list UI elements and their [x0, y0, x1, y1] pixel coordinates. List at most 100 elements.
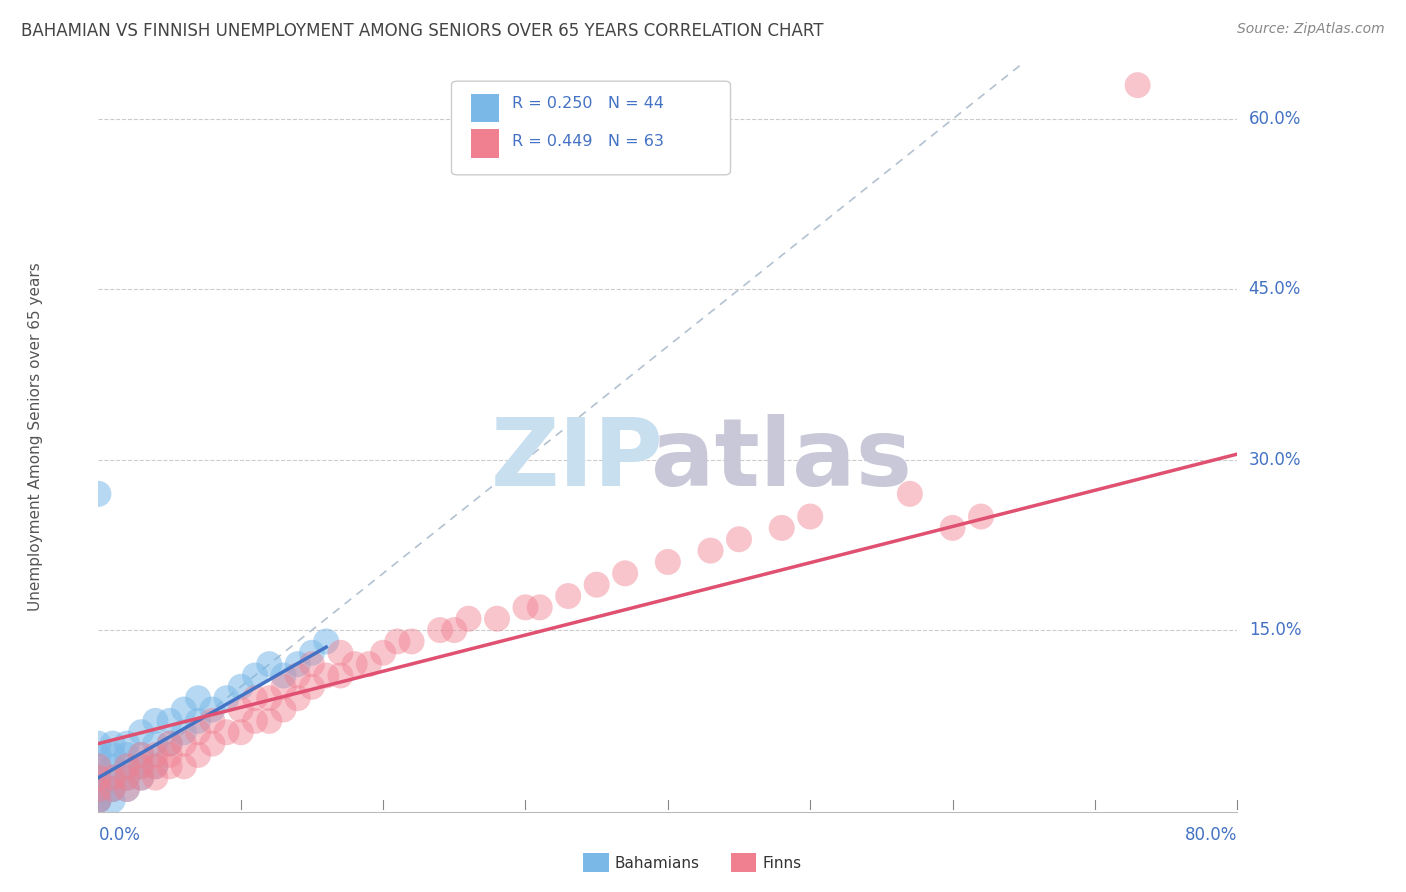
- Point: [273, 702, 295, 716]
- Point: [942, 521, 965, 535]
- Point: [187, 725, 209, 739]
- Point: [87, 771, 110, 785]
- Point: [159, 759, 181, 773]
- Point: [259, 657, 281, 672]
- Text: atlas: atlas: [651, 414, 912, 506]
- Point: [243, 691, 266, 706]
- Point: [657, 555, 679, 569]
- Point: [585, 577, 607, 591]
- Point: [129, 771, 152, 785]
- Point: [87, 793, 110, 807]
- Point: [115, 759, 138, 773]
- Point: [87, 771, 110, 785]
- Point: [129, 759, 152, 773]
- Point: [115, 747, 138, 762]
- Point: [343, 657, 366, 672]
- Point: [301, 657, 323, 672]
- Point: [229, 702, 252, 716]
- Point: [515, 600, 537, 615]
- Text: 60.0%: 60.0%: [1249, 111, 1301, 128]
- Point: [486, 612, 509, 626]
- Point: [173, 702, 195, 716]
- Point: [329, 668, 352, 682]
- Point: [243, 668, 266, 682]
- Point: [529, 600, 551, 615]
- Point: [115, 771, 138, 785]
- Point: [87, 747, 110, 762]
- Text: 45.0%: 45.0%: [1249, 280, 1301, 299]
- Point: [145, 737, 167, 751]
- Point: [173, 737, 195, 751]
- Point: [87, 771, 110, 785]
- Point: [259, 714, 281, 728]
- Point: [101, 793, 124, 807]
- Point: [115, 782, 138, 797]
- Point: [970, 509, 993, 524]
- Point: [229, 725, 252, 739]
- Point: [145, 771, 167, 785]
- Point: [201, 702, 224, 716]
- Point: [898, 487, 921, 501]
- Point: [187, 714, 209, 728]
- Text: 15.0%: 15.0%: [1249, 621, 1301, 639]
- Text: R = 0.449   N = 63: R = 0.449 N = 63: [512, 134, 664, 149]
- Point: [101, 782, 124, 797]
- Point: [87, 759, 110, 773]
- Text: Finns: Finns: [762, 856, 801, 871]
- Point: [287, 691, 309, 706]
- Point: [273, 680, 295, 694]
- Point: [129, 747, 152, 762]
- Point: [373, 646, 395, 660]
- FancyBboxPatch shape: [471, 129, 499, 158]
- Point: [301, 646, 323, 660]
- Point: [115, 771, 138, 785]
- Point: [115, 737, 138, 751]
- Point: [145, 759, 167, 773]
- Point: [87, 487, 110, 501]
- Point: [101, 782, 124, 797]
- Point: [129, 759, 152, 773]
- Point: [770, 521, 793, 535]
- Point: [229, 680, 252, 694]
- Text: 30.0%: 30.0%: [1249, 450, 1301, 469]
- Point: [201, 737, 224, 751]
- Point: [259, 691, 281, 706]
- Text: R = 0.250   N = 44: R = 0.250 N = 44: [512, 96, 664, 112]
- Point: [101, 759, 124, 773]
- Text: 0.0%: 0.0%: [98, 826, 141, 844]
- Point: [699, 543, 721, 558]
- Point: [101, 782, 124, 797]
- Point: [87, 793, 110, 807]
- Point: [101, 771, 124, 785]
- Point: [557, 589, 579, 603]
- Point: [799, 509, 821, 524]
- Point: [87, 737, 110, 751]
- Point: [129, 725, 152, 739]
- Point: [115, 782, 138, 797]
- Point: [173, 759, 195, 773]
- Point: [101, 737, 124, 751]
- Point: [87, 782, 110, 797]
- Point: [215, 725, 238, 739]
- Point: [159, 747, 181, 762]
- Point: [87, 782, 110, 797]
- Text: Unemployment Among Seniors over 65 years: Unemployment Among Seniors over 65 years: [28, 263, 44, 611]
- Point: [614, 566, 637, 581]
- Point: [457, 612, 479, 626]
- Point: [115, 759, 138, 773]
- Point: [87, 759, 110, 773]
- Point: [287, 657, 309, 672]
- Point: [315, 668, 337, 682]
- Point: [429, 623, 451, 637]
- Point: [101, 747, 124, 762]
- Point: [315, 634, 337, 648]
- Point: [129, 747, 152, 762]
- Point: [159, 714, 181, 728]
- Point: [145, 747, 167, 762]
- Text: Source: ZipAtlas.com: Source: ZipAtlas.com: [1237, 22, 1385, 37]
- Point: [159, 737, 181, 751]
- Point: [387, 634, 409, 648]
- Point: [301, 680, 323, 694]
- Point: [87, 793, 110, 807]
- Point: [401, 634, 423, 648]
